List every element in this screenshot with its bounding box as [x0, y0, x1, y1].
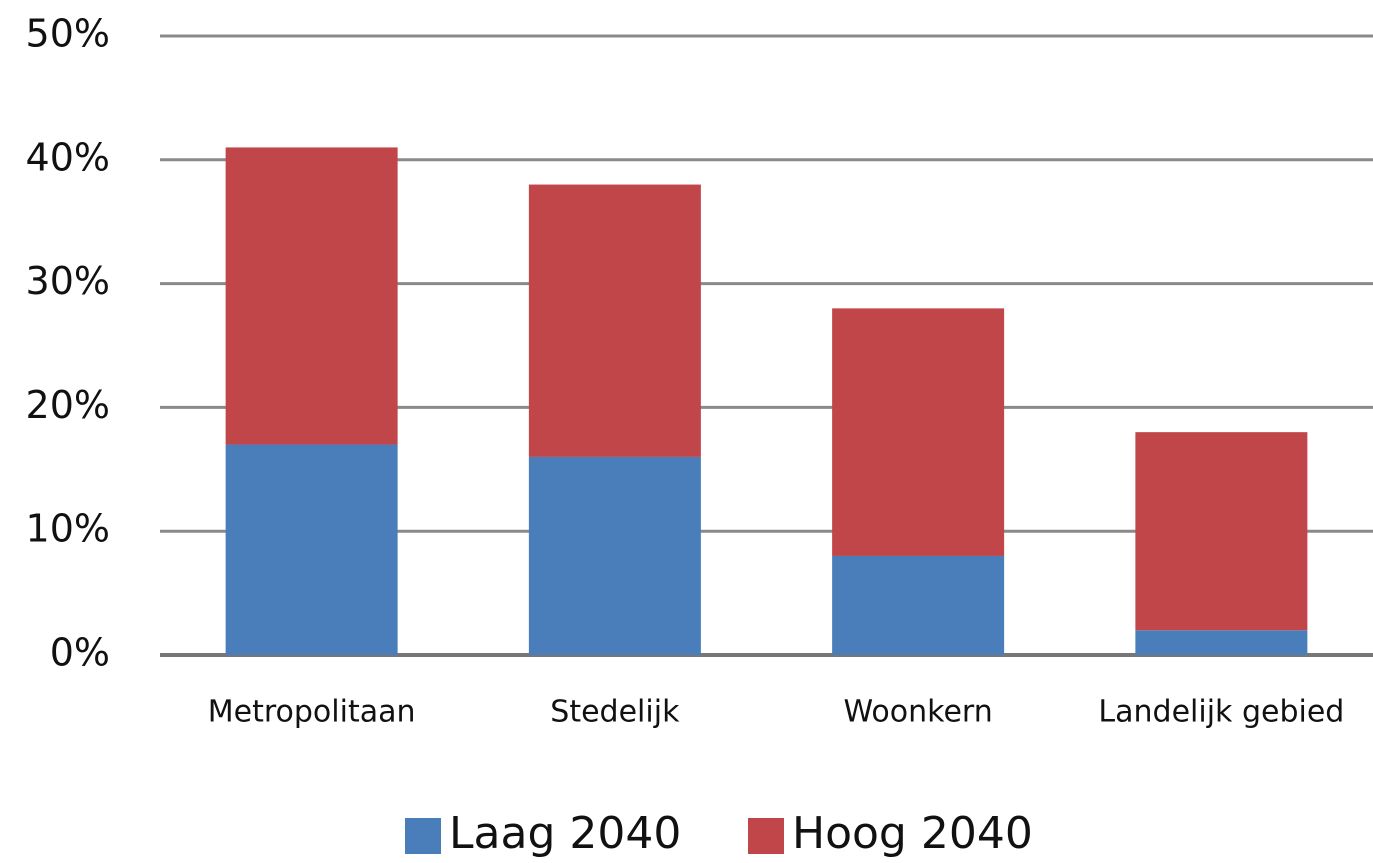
bar-segment [832, 308, 1005, 556]
bar-segment [225, 147, 398, 445]
y-tick-label: 50% [26, 12, 110, 56]
y-tick-label: 0% [50, 631, 110, 675]
y-tick-label: 20% [26, 383, 110, 427]
legend-label: Hoog 2040 [792, 808, 1033, 859]
bar-segment [528, 184, 701, 457]
x-tick-label: Woonkern [844, 695, 993, 730]
x-tick-label: Metropolitaan [208, 695, 416, 730]
legend-swatch [748, 818, 784, 854]
y-tick-label: 40% [26, 135, 110, 179]
legend-swatch [405, 818, 441, 854]
bar-segment [225, 444, 398, 655]
bar-segment [528, 456, 701, 655]
bar-segment [832, 555, 1005, 655]
y-tick-label: 30% [26, 259, 110, 303]
x-tick-label: Stedelijk [550, 695, 680, 730]
bar-segment [1135, 630, 1308, 655]
bar-segment [1135, 432, 1308, 631]
y-tick-label: 10% [26, 507, 110, 551]
x-tick-label: Landelijk gebied [1098, 695, 1344, 730]
legend-label: Laag 2040 [449, 808, 681, 859]
